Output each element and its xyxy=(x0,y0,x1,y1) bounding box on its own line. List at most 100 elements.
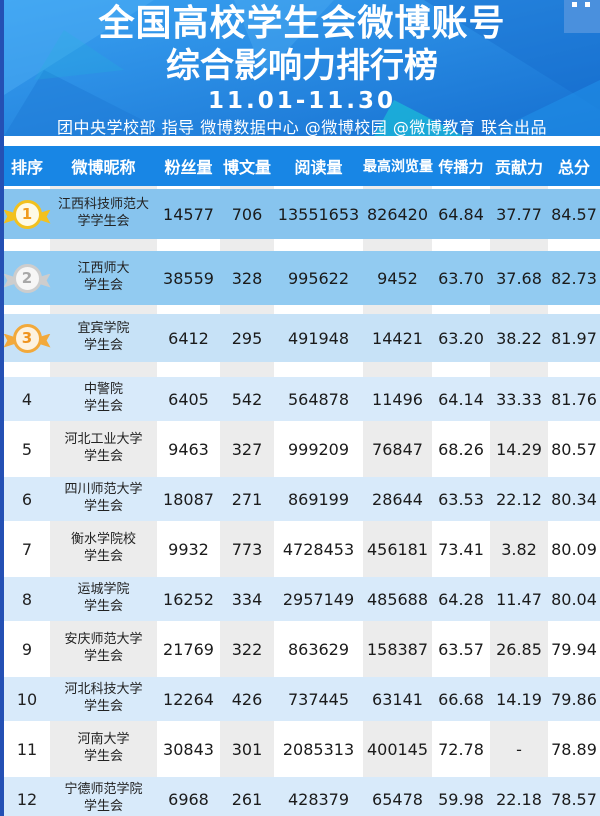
col-header-contribution: 贡献力 xyxy=(494,158,543,177)
rank-cell: 2 xyxy=(4,263,50,293)
rank-number: 11 xyxy=(16,739,38,759)
followers-value: 9932 xyxy=(168,539,209,559)
spread-value: 63.57 xyxy=(438,639,484,659)
control-dot-icon xyxy=(585,2,590,7)
reads-value: 2957149 xyxy=(282,589,355,609)
account-name-cell: 宁德师范学院 学生会 xyxy=(50,782,157,816)
followers-value: 12264 xyxy=(163,689,214,709)
rank-cell: 9 xyxy=(4,640,50,659)
window-controls-fragment xyxy=(564,0,600,33)
medal-number: 1 xyxy=(21,205,33,223)
contribution-value: 14.19 xyxy=(496,689,542,709)
table-row: 4 中警院 学生会 6405 542 564878 11496 64.14 33.33 81.76 xyxy=(4,377,600,421)
rank-number: 7 xyxy=(21,539,33,559)
bronze-medal-icon: 3 xyxy=(12,323,42,353)
banner: 全国高校学生会微博账号 综合影响力排行榜 11.01-11.30 团中央学校部 … xyxy=(4,0,600,136)
spread-value: 64.28 xyxy=(438,589,484,609)
total-value: 81.97 xyxy=(551,328,597,348)
max-views-value: 28644 xyxy=(372,489,423,509)
account-name-line1: 江西科技师范大 xyxy=(57,197,149,213)
max-views-value: 158387 xyxy=(366,639,429,659)
account-name-line2: 学生会 xyxy=(83,278,123,293)
account-name-line2: 学生会 xyxy=(83,549,123,564)
rank-number: 4 xyxy=(21,389,33,409)
account-name-cell: 河北科技大学 学生会 xyxy=(50,682,157,716)
max-views-value: 14421 xyxy=(372,328,423,348)
col-header-nickname: 微博昵称 xyxy=(71,158,136,177)
total-value: 79.94 xyxy=(551,639,597,659)
spread-value: 63.20 xyxy=(438,328,484,348)
spread-value: 73.41 xyxy=(438,539,484,559)
followers-value: 9463 xyxy=(168,439,209,459)
reads-value: 869199 xyxy=(287,489,350,509)
account-name-line1: 河南大学 xyxy=(77,732,130,748)
rank-number: 12 xyxy=(16,789,38,809)
reads-value: 13551653 xyxy=(277,204,360,224)
medal-number: 3 xyxy=(21,329,33,347)
rank-number: 6 xyxy=(21,489,33,509)
posts-value: 271 xyxy=(231,489,263,509)
rank-number: 9 xyxy=(21,639,33,659)
contribution-value: 37.68 xyxy=(496,268,542,288)
posts-value: 322 xyxy=(231,639,263,659)
total-value: 78.57 xyxy=(551,789,597,809)
total-value: 82.73 xyxy=(551,268,597,288)
table-row: 7 衡水学院校 学生会 9932 773 4728453 456181 73.41 3.82 80… xyxy=(4,527,600,571)
posts-value: 426 xyxy=(231,689,263,709)
table-row: 6 四川师范大学 学生会 18087 271 869199 28644 63.53 22.12 8… xyxy=(4,477,600,521)
account-name-line2: 学学生会 xyxy=(77,214,130,229)
account-name-line2: 学生会 xyxy=(83,749,123,764)
followers-value: 6412 xyxy=(168,328,209,348)
table-row: 1 江西科技师范大 学学生会 14577 706 13551653 826420 64.84 3… xyxy=(4,189,600,239)
account-name-line2: 学生会 xyxy=(83,599,123,614)
title-line1: 全国高校学生会微博账号 xyxy=(98,3,506,44)
account-name-line2: 学生会 xyxy=(83,799,123,814)
col-header-total: 总分 xyxy=(557,158,590,177)
total-value: 80.09 xyxy=(551,539,597,559)
spread-value: 64.84 xyxy=(438,204,484,224)
col-header-followers: 粉丝量 xyxy=(164,158,213,177)
account-name-cell: 中警院 学生会 xyxy=(50,382,157,416)
reads-value: 4728453 xyxy=(282,539,355,559)
posts-value: 261 xyxy=(231,789,263,809)
banner-background-pattern xyxy=(4,0,600,136)
col-header-posts: 博文量 xyxy=(222,158,271,177)
reads-value: 428379 xyxy=(287,789,350,809)
account-name-line1: 河北科技大学 xyxy=(64,682,143,698)
contribution-value: 14.29 xyxy=(496,439,542,459)
table-header: 排序 微博昵称 粉丝量 博文量 阅读量 最高浏览量 传播力 贡献力 总分 xyxy=(4,146,600,186)
account-name-line1: 运城学院 xyxy=(77,582,130,598)
max-views-value: 63141 xyxy=(372,689,423,709)
total-value: 80.04 xyxy=(551,589,597,609)
account-name-cell: 江西科技师范大 学学生会 xyxy=(50,197,157,231)
spread-value: 66.68 xyxy=(438,689,484,709)
contribution-value: 11.47 xyxy=(496,589,542,609)
max-views-value: 485688 xyxy=(366,589,429,609)
rank-cell: 11 xyxy=(4,740,50,759)
contribution-value: 38.22 xyxy=(496,328,542,348)
credit-line: 团中央学校部 指导 微博数据中心 @微博校园 @微博教育 联合出品 xyxy=(57,118,547,136)
spread-value: 63.70 xyxy=(438,268,484,288)
account-name-line1: 四川师范大学 xyxy=(64,482,143,498)
account-name-cell: 衡水学院校 学生会 xyxy=(50,532,157,566)
followers-value: 30843 xyxy=(163,739,214,759)
table-row: 2 江西师大 学生会 38559 328 995622 9452 63.70 37.68 82.7… xyxy=(4,251,600,305)
table-body: 1 江西科技师范大 学学生会 14577 706 13551653 826420 64.84 3… xyxy=(4,186,600,816)
silver-medal-icon: 2 xyxy=(12,263,42,293)
account-name-line2: 学生会 xyxy=(83,338,123,353)
account-name-cell: 江西师大 学生会 xyxy=(50,261,157,295)
max-views-value: 11496 xyxy=(372,389,423,409)
max-views-value: 456181 xyxy=(366,539,429,559)
table-row: 12 宁德师范学院 学生会 6968 261 428379 65478 59.98 22.18 7… xyxy=(4,777,600,816)
account-name-cell: 四川师范大学 学生会 xyxy=(50,482,157,516)
rank-cell: 12 xyxy=(4,790,50,809)
account-name-line1: 衡水学院校 xyxy=(70,532,136,548)
reads-value: 737445 xyxy=(287,689,350,709)
table-row: 10 河北科技大学 学生会 12264 426 737445 63141 66.68 14.19… xyxy=(4,677,600,721)
reads-value: 999209 xyxy=(287,439,350,459)
posts-value: 301 xyxy=(231,739,263,759)
posts-value: 295 xyxy=(231,328,263,348)
posts-value: 334 xyxy=(231,589,263,609)
max-views-value: 65478 xyxy=(372,789,423,809)
